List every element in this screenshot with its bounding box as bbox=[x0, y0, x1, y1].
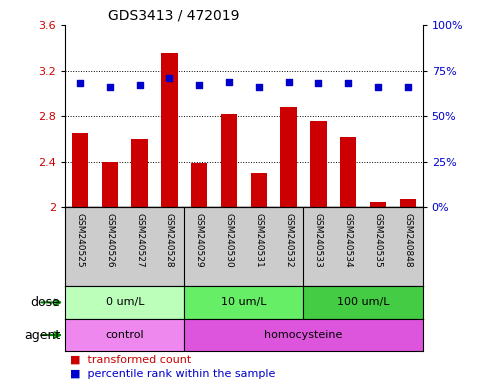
Text: GSM240531: GSM240531 bbox=[255, 213, 263, 268]
Point bbox=[255, 84, 263, 90]
Bar bbox=[370, 202, 386, 207]
Text: GSM240535: GSM240535 bbox=[373, 213, 383, 268]
Point bbox=[404, 84, 412, 90]
Point bbox=[344, 80, 352, 86]
Bar bbox=[251, 173, 267, 207]
Text: ■  transformed count: ■ transformed count bbox=[70, 354, 191, 364]
Point bbox=[136, 82, 143, 88]
Point bbox=[225, 78, 233, 84]
Text: homocysteine: homocysteine bbox=[264, 330, 342, 340]
Text: agent: agent bbox=[24, 329, 60, 341]
Bar bbox=[185, 319, 423, 351]
Text: GSM240534: GSM240534 bbox=[344, 213, 353, 268]
Bar bbox=[161, 53, 178, 207]
Bar bbox=[310, 121, 327, 207]
Text: dose: dose bbox=[30, 296, 60, 309]
Bar bbox=[131, 139, 148, 207]
Point bbox=[374, 84, 382, 90]
Bar bbox=[221, 114, 237, 207]
Point bbox=[166, 75, 173, 81]
Text: 100 um/L: 100 um/L bbox=[337, 297, 389, 308]
Bar bbox=[281, 107, 297, 207]
Text: ■  percentile rank within the sample: ■ percentile rank within the sample bbox=[70, 369, 275, 379]
Text: 0 um/L: 0 um/L bbox=[105, 297, 144, 308]
Point bbox=[196, 82, 203, 88]
Text: GSM240525: GSM240525 bbox=[76, 213, 85, 268]
Text: GDS3413 / 472019: GDS3413 / 472019 bbox=[108, 8, 240, 22]
Text: GSM240848: GSM240848 bbox=[403, 213, 412, 268]
Bar bbox=[399, 199, 416, 207]
Point bbox=[76, 80, 84, 86]
Text: GSM240529: GSM240529 bbox=[195, 213, 204, 268]
Bar bbox=[72, 133, 88, 207]
Text: GSM240530: GSM240530 bbox=[225, 213, 233, 268]
Point bbox=[314, 80, 322, 86]
Text: GSM240527: GSM240527 bbox=[135, 213, 144, 268]
Bar bbox=[185, 286, 303, 319]
Text: control: control bbox=[105, 330, 144, 340]
Bar bbox=[65, 286, 185, 319]
Bar bbox=[191, 163, 207, 207]
Point bbox=[285, 78, 293, 84]
Bar bbox=[65, 319, 185, 351]
Bar bbox=[340, 137, 356, 207]
Text: GSM240528: GSM240528 bbox=[165, 213, 174, 268]
Text: GSM240526: GSM240526 bbox=[105, 213, 114, 268]
Text: 10 um/L: 10 um/L bbox=[221, 297, 267, 308]
Text: GSM240532: GSM240532 bbox=[284, 213, 293, 268]
Bar bbox=[102, 162, 118, 207]
Text: GSM240533: GSM240533 bbox=[314, 213, 323, 268]
Point bbox=[106, 84, 114, 90]
Bar bbox=[303, 286, 423, 319]
